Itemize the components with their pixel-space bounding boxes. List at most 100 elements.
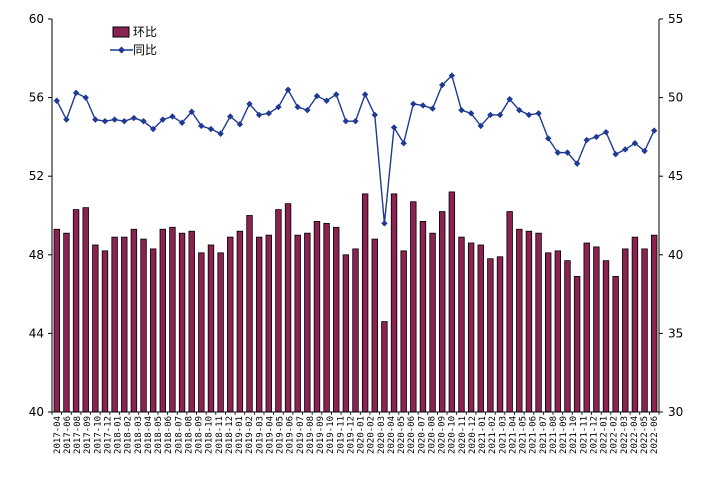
line-point	[554, 149, 562, 156]
bar	[313, 220, 321, 413]
line-series	[53, 72, 658, 227]
line-point	[390, 124, 398, 131]
line-point	[130, 114, 138, 122]
bar	[419, 220, 427, 413]
bar	[227, 236, 234, 413]
bar	[400, 250, 407, 413]
line-point	[342, 117, 350, 125]
line-point	[429, 105, 436, 112]
bar	[361, 193, 369, 413]
line-point	[188, 108, 195, 115]
bar	[188, 230, 195, 413]
bar	[554, 250, 562, 413]
bar	[265, 234, 272, 413]
bar	[371, 238, 378, 413]
bar	[573, 276, 581, 413]
bar	[198, 252, 205, 413]
line-point	[564, 149, 571, 156]
line-point	[227, 113, 234, 120]
bar	[92, 244, 99, 413]
bar	[255, 236, 263, 413]
y-tick-label: 40	[29, 405, 44, 419]
x-tick-label: 2019-03	[255, 416, 265, 454]
x-tick-label: 2019-01	[235, 416, 245, 454]
bar	[333, 226, 340, 413]
x-tick-label: 2021-09	[559, 416, 569, 454]
bar	[525, 230, 533, 413]
line-point	[265, 110, 272, 117]
x-tick-label: 2017-12	[103, 416, 113, 454]
bar	[159, 228, 166, 413]
bar	[390, 193, 398, 413]
line-point	[294, 103, 301, 111]
line-point	[583, 136, 590, 144]
line-point	[236, 121, 244, 128]
x-tick-label: 2020-03	[377, 416, 387, 454]
line-point	[458, 106, 465, 114]
line-point	[650, 127, 658, 134]
bar	[111, 236, 118, 413]
line-point	[178, 119, 186, 126]
legend: 环比 同比	[110, 25, 157, 57]
line-point	[159, 116, 167, 123]
line-point	[255, 111, 263, 119]
y2-tick-label: 50	[668, 91, 683, 105]
y-tick-label: 44	[29, 326, 44, 340]
line-point	[101, 117, 109, 125]
legend-diamond-marker	[118, 46, 125, 54]
line-point	[361, 91, 369, 98]
x-tick-label: 2022-03	[620, 416, 630, 454]
line-point	[467, 110, 475, 117]
bar	[612, 276, 619, 413]
x-tick-label: 2019-04	[265, 416, 275, 454]
x-tick-label: 2017-04	[53, 416, 63, 454]
line-point	[641, 147, 648, 155]
line-point	[381, 220, 388, 227]
bar	[410, 201, 417, 413]
x-tick-label: 2019-05	[276, 416, 286, 454]
x-tick-label: 2018-10	[205, 416, 215, 454]
line-point	[313, 92, 321, 100]
bar	[381, 321, 388, 413]
x-tick-label: 2018-09	[195, 416, 205, 454]
y-tick-label: 60	[29, 12, 44, 26]
x-tick-label: 2019-07	[296, 416, 306, 454]
line-point	[63, 116, 70, 123]
line-point	[622, 146, 629, 153]
x-tick-label: 2020-09	[438, 416, 448, 454]
bar	[246, 215, 253, 413]
bar	[236, 230, 244, 413]
bar	[458, 236, 465, 413]
line-point	[284, 86, 292, 93]
line-point	[217, 130, 224, 137]
legend-label-line: 同比	[133, 43, 157, 57]
line-point	[631, 139, 639, 147]
bar	[448, 191, 456, 413]
line-point	[304, 106, 311, 114]
line-point	[198, 122, 205, 130]
x-tick-label: 2021-06	[529, 416, 539, 454]
y2-tick-label: 40	[668, 248, 683, 262]
x-tick-label: 2018-05	[154, 416, 164, 454]
line-point	[439, 81, 446, 89]
x-tick-label: 2019-11	[336, 416, 346, 454]
x-tick-label: 2020-05	[397, 416, 407, 454]
x-tick-label: 2019-02	[245, 416, 255, 454]
bar	[130, 228, 138, 413]
legend-label-bar: 环比	[133, 25, 157, 39]
bar	[429, 232, 436, 413]
line-point	[371, 111, 378, 119]
x-tick-label: 2020-07	[417, 416, 427, 454]
series-line	[56, 74, 655, 224]
bar	[207, 244, 215, 413]
bar	[101, 250, 109, 413]
x-tick-label: 2018-03	[134, 416, 144, 454]
bar	[477, 244, 484, 413]
line-point	[352, 117, 359, 125]
x-tick-label: 2017-09	[83, 416, 93, 454]
bar	[650, 234, 658, 413]
x-tick-label: 2021-01	[478, 416, 488, 454]
bar	[564, 260, 571, 413]
x-tick-label: 2021-11	[579, 416, 589, 454]
